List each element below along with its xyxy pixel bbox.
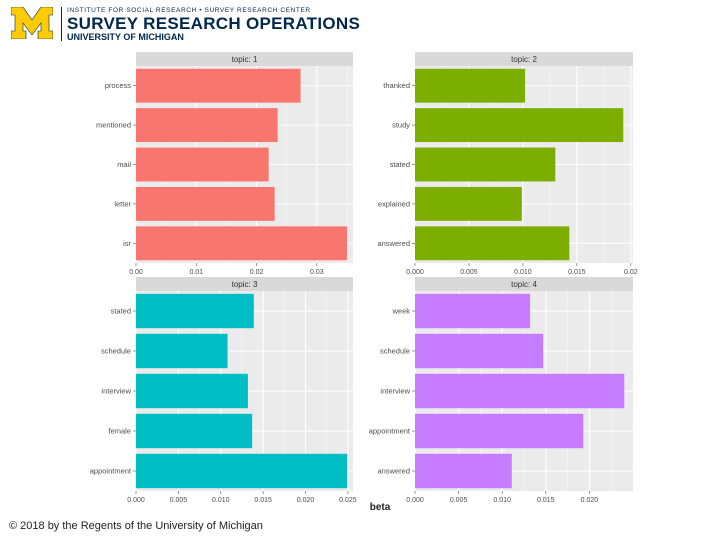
x-tick-label: 0.000 xyxy=(406,269,424,276)
y-tick-label: answered xyxy=(377,467,410,476)
bar-study xyxy=(415,108,624,143)
facet-strip xyxy=(136,277,353,291)
y-tick-label: mail xyxy=(117,160,131,169)
facet-strip-label: topic: 3 xyxy=(232,280,258,289)
michigan-block-m-logo xyxy=(11,7,53,39)
bar-schedule xyxy=(136,333,228,369)
facet-panel-1: topic: 1 0.00 0.01 0.02 0.03 process mentioned… xyxy=(96,52,353,276)
x-tick-label: 0.020 xyxy=(581,497,599,504)
x-tick-label: 0.010 xyxy=(514,269,532,276)
y-tick-label: stated xyxy=(111,307,131,316)
x-tick-label: 0.010 xyxy=(212,497,230,504)
x-tick-label: 0.02 xyxy=(250,269,264,276)
y-tick-label: isr xyxy=(123,239,131,248)
facet-strip-label: topic: 2 xyxy=(511,55,537,64)
bar-appointment xyxy=(415,413,584,449)
bar-stated xyxy=(136,293,254,329)
header-divider xyxy=(61,7,62,41)
y-tick-label: stated xyxy=(390,160,410,169)
header-banner: INSTITUTE FOR SOCIAL RESEARCH • SURVEY R… xyxy=(0,0,720,46)
bar-schedule xyxy=(415,333,544,369)
x-tick-label: 0.010 xyxy=(493,497,511,504)
facet-strip-label: topic: 1 xyxy=(232,55,258,64)
bar-isr xyxy=(136,226,347,261)
y-tick-label: letter xyxy=(114,199,131,208)
org-name: SURVEY RESEARCH OPERATIONS xyxy=(67,14,361,33)
x-tick-label: 0.03 xyxy=(310,269,324,276)
university-name: UNIVERSITY OF MICHIGAN xyxy=(67,32,184,42)
y-tick-label: appointment xyxy=(90,467,132,476)
x-tick-label: 0.01 xyxy=(189,269,203,276)
x-tick-label: 0.020 xyxy=(297,497,315,504)
bar-letter xyxy=(136,186,275,221)
x-tick-label: 0.005 xyxy=(450,497,468,504)
x-tick-label: 0.02 xyxy=(624,269,638,276)
y-tick-label: interview xyxy=(101,387,131,396)
x-tick-label: 0.015 xyxy=(537,497,555,504)
x-tick-label: 0.015 xyxy=(568,269,586,276)
y-tick-label: process xyxy=(105,81,132,90)
bar-mentioned xyxy=(136,108,278,143)
bar-interview xyxy=(415,373,625,409)
topic-beta-chart: topic: 1 0.00 0.01 0.02 0.03 process mentioned… xyxy=(73,45,643,520)
facet-panel-2: topic: 2 0.000 0.005 0.010 0.015 0.02 thanked s… xyxy=(377,52,638,276)
bar-appointment xyxy=(136,453,348,489)
bar-thanked xyxy=(415,68,526,103)
y-tick-label: appointment xyxy=(369,427,411,436)
facet-bar-chart: topic: 1 0.00 0.01 0.02 0.03 process mentioned… xyxy=(90,52,638,513)
y-tick-label: mentioned xyxy=(96,121,131,130)
facet-strip xyxy=(136,52,353,66)
bar-mail xyxy=(136,147,269,182)
bar-process xyxy=(136,68,301,103)
x-tick-label: 0.00 xyxy=(129,269,143,276)
bar-female xyxy=(136,413,253,449)
y-tick-label: week xyxy=(391,307,410,316)
facet-strip xyxy=(415,277,633,291)
facet-strip-label: topic: 4 xyxy=(511,280,537,289)
y-tick-label: explained xyxy=(378,199,410,208)
x-tick-label: 0.005 xyxy=(460,269,478,276)
x-tick-label: 0.000 xyxy=(127,497,145,504)
facet-strip xyxy=(415,52,633,66)
institute-line: INSTITUTE FOR SOCIAL RESEARCH • SURVEY R… xyxy=(67,7,311,14)
bar-stated xyxy=(415,147,556,182)
x-tick-label: 0.005 xyxy=(170,497,188,504)
bar-answered xyxy=(415,226,570,261)
facet-panel-3: topic: 3 0.000 0.005 0.010 0.015 0.020 0.025 st… xyxy=(90,277,357,504)
x-tick-label: 0.025 xyxy=(339,497,357,504)
x-tick-label: 0.000 xyxy=(406,497,424,504)
y-tick-label: study xyxy=(392,121,410,130)
y-tick-label: schedule xyxy=(101,347,131,356)
bar-explained xyxy=(415,186,522,221)
bar-answered xyxy=(415,453,512,489)
y-tick-label: interview xyxy=(380,387,410,396)
bar-week xyxy=(415,293,531,329)
y-tick-label: female xyxy=(108,427,131,436)
facet-panel-4: topic: 4 0.000 0.005 0.010 0.015 0.020 week sch… xyxy=(369,277,633,504)
bar-interview xyxy=(136,373,248,409)
x-tick-label: 0.015 xyxy=(254,497,272,504)
copyright-footer: © 2018 by the Regents of the University … xyxy=(9,520,263,532)
y-tick-label: schedule xyxy=(380,347,410,356)
y-tick-label: answered xyxy=(377,239,410,248)
x-axis-title: beta xyxy=(370,502,391,513)
y-tick-label: thanked xyxy=(383,81,410,90)
